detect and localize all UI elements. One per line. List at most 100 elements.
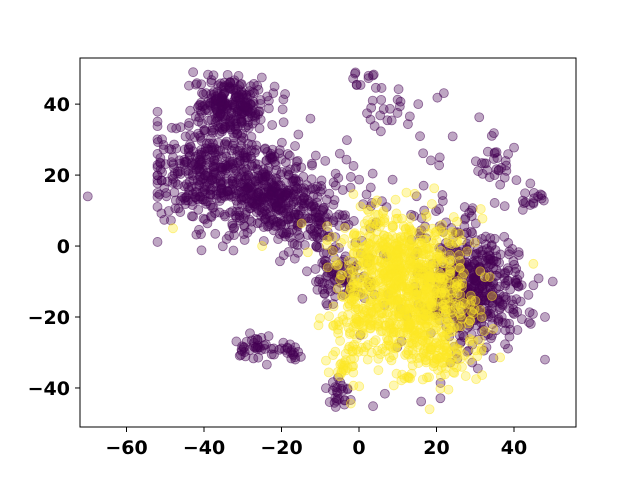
scatter-point-s0-1528 bbox=[517, 314, 527, 325]
scatter-point-s0-1059 bbox=[298, 203, 309, 214]
scatter-point-s0-1053 bbox=[318, 203, 329, 214]
scatter-point-s1-1053 bbox=[380, 320, 391, 331]
scatter-point-s0-1754 bbox=[476, 158, 487, 168]
scatter-point-s1-834 bbox=[422, 262, 433, 273]
scatter-point-s1-1060 bbox=[373, 302, 384, 313]
scatter-point-s0-1067 bbox=[348, 161, 359, 171]
scatter-point-s1-986 bbox=[377, 266, 387, 277]
scatter-point-s0-969 bbox=[275, 169, 286, 180]
scatter-point-s0-1874 bbox=[540, 312, 550, 322]
scatter-point-s0-579 bbox=[168, 159, 179, 170]
scatter-point-s1-975 bbox=[436, 352, 447, 363]
scatter-point-s1-944 bbox=[448, 367, 459, 378]
scatter-point-s0-504 bbox=[239, 102, 250, 112]
scatter-point-s1-962 bbox=[409, 332, 420, 343]
scatter-point-s0-616 bbox=[159, 182, 170, 193]
scatter-point-s1-942 bbox=[388, 327, 399, 338]
scatter-point-s0-219 bbox=[219, 81, 230, 92]
scatter-point-s1-1099 bbox=[339, 357, 350, 368]
scatter-point-s0-625 bbox=[201, 181, 211, 192]
scatter-point-s0-939 bbox=[249, 201, 260, 212]
scatter-point-s0-963 bbox=[280, 157, 291, 168]
x-tick-label: 20 bbox=[423, 437, 449, 459]
scatter-point-s1-689 bbox=[488, 324, 499, 334]
scatter-point-s0-1822 bbox=[467, 228, 478, 238]
scatter-point-s1-748 bbox=[397, 213, 407, 224]
y-tick-label: 40 bbox=[44, 94, 70, 116]
scatter-point-s0-1007 bbox=[330, 180, 341, 191]
scatter-point-s1-705 bbox=[302, 247, 313, 258]
scatter-point-s1-564 bbox=[465, 315, 475, 326]
scatter-point-s1-1057 bbox=[373, 291, 384, 302]
scatter-point-s0-227 bbox=[280, 89, 290, 99]
scatter-point-s0-1775 bbox=[387, 174, 398, 185]
scatter-point-s0-898 bbox=[287, 238, 298, 249]
scatter-point-s1-1076 bbox=[348, 380, 359, 391]
scatter-point-s0-934 bbox=[225, 157, 236, 168]
scatter-point-s0-925 bbox=[253, 173, 264, 184]
scatter-point-s1-67 bbox=[296, 218, 307, 229]
scatter-point-s0-1752 bbox=[477, 168, 488, 179]
scatter-point-s0-1756 bbox=[499, 172, 510, 183]
scatter-point-s0-348 bbox=[222, 101, 233, 111]
scatter-point-s0-1723 bbox=[375, 110, 386, 121]
scatter-point-s0-1069 bbox=[313, 212, 324, 223]
scatter-point-s1-945 bbox=[446, 322, 457, 333]
scatter-point-s0-938 bbox=[281, 229, 292, 239]
scatter-point-s0-216 bbox=[184, 80, 194, 91]
scatter-point-s0-221 bbox=[196, 79, 207, 90]
scatter-point-s0-587 bbox=[186, 160, 197, 171]
scatter-point-s0-960 bbox=[246, 182, 257, 193]
scatter-point-s0-1794 bbox=[489, 170, 500, 181]
scatter-point-s0-159 bbox=[248, 78, 259, 89]
scatter-point-s0-839 bbox=[239, 221, 250, 232]
scatter-point-s0-997 bbox=[330, 168, 341, 179]
scatter-point-s0-575 bbox=[169, 163, 179, 174]
scatter-point-s1-1048 bbox=[345, 327, 356, 338]
scatter-point-s0-1835 bbox=[503, 238, 514, 248]
scatter-point-s0-1722 bbox=[375, 126, 386, 137]
scatter-point-s0-1706 bbox=[329, 397, 340, 408]
scatter-point-s0-46 bbox=[277, 104, 288, 115]
scatter-point-s0-942 bbox=[234, 213, 245, 223]
scatter-point-s0-1841 bbox=[415, 131, 425, 142]
scatter-point-s1-359 bbox=[452, 216, 462, 227]
scatter-point-s0-173 bbox=[199, 100, 210, 111]
scatter-point-s0-1513 bbox=[495, 249, 506, 260]
scatter-point-s1-410 bbox=[484, 272, 495, 282]
scatter-point-s1-682 bbox=[444, 265, 455, 276]
scatter-point-s0-700 bbox=[212, 154, 222, 165]
scatter-point-s0-478 bbox=[183, 182, 194, 193]
scatter-point-s0-516 bbox=[254, 106, 265, 117]
y-tick-label: 0 bbox=[57, 236, 70, 258]
scatter-point-s1-897 bbox=[409, 257, 420, 267]
scatter-point-s1-671 bbox=[474, 335, 485, 346]
scatter-point-s0-1078 bbox=[271, 220, 282, 231]
scatter-point-s1-887 bbox=[408, 278, 419, 289]
scatter-point-s0-1748 bbox=[491, 147, 502, 157]
scatter-point-s0-624 bbox=[184, 139, 195, 150]
scatter-point-s0-1000 bbox=[288, 184, 299, 195]
scatter-point-s1-902 bbox=[460, 371, 471, 381]
scatter-point-s0-545 bbox=[166, 122, 177, 133]
scatter-point-s0-1870 bbox=[368, 69, 379, 80]
scatter-point-s1-888 bbox=[400, 223, 411, 234]
scatter-point-s1-310 bbox=[429, 183, 440, 194]
scatter-point-s0-983 bbox=[307, 160, 317, 171]
scatter-point-s0-999 bbox=[283, 170, 294, 181]
scatter-point-s0-1020 bbox=[238, 229, 249, 239]
x-tick-label: 40 bbox=[501, 437, 527, 459]
scatter-point-s1-445 bbox=[435, 383, 446, 394]
scatter-point-s0-1661 bbox=[240, 351, 251, 362]
scatter-point-s0-621 bbox=[159, 214, 170, 225]
scatter-point-s1-650 bbox=[417, 313, 428, 324]
scatter-point-s1-1055 bbox=[363, 286, 374, 297]
scatter-point-s0-937 bbox=[241, 153, 252, 164]
scatter-point-s0-514 bbox=[191, 229, 202, 240]
scatter-point-s1-827 bbox=[387, 222, 398, 233]
scatter-point-s0-1780 bbox=[379, 388, 390, 399]
scatter-point-s1-988 bbox=[322, 262, 333, 273]
scatter-point-s0-913 bbox=[286, 200, 297, 210]
